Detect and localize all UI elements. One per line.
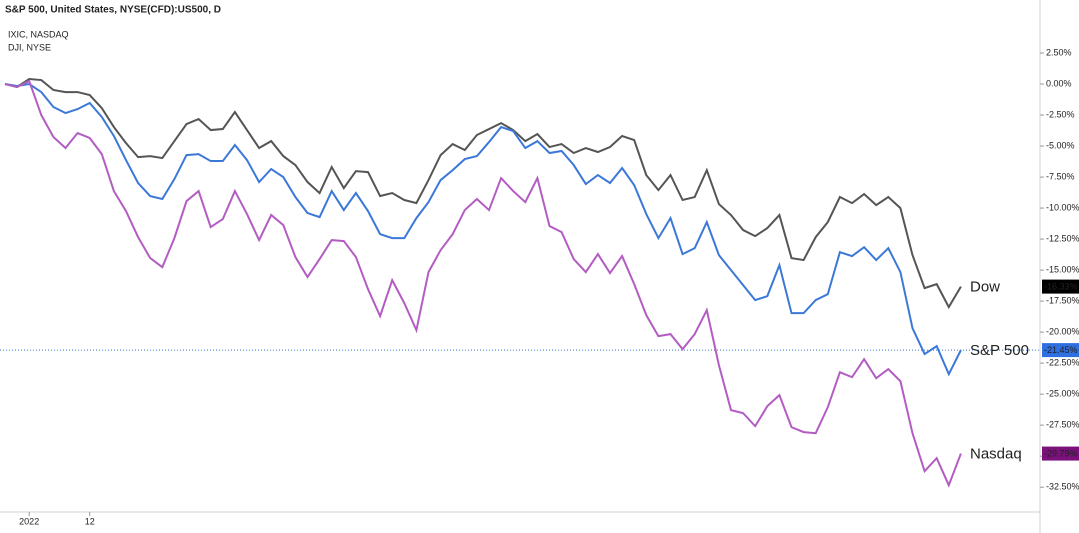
y-tick-label: -2.50% bbox=[1046, 109, 1075, 119]
y-tick-label: -32.50% bbox=[1046, 482, 1079, 492]
y-tick-label: -22.50% bbox=[1046, 358, 1079, 368]
y-tick-label: -17.50% bbox=[1046, 295, 1079, 305]
series-annotation: Nasdaq bbox=[970, 446, 1022, 463]
x-tick-label: 12 bbox=[85, 516, 95, 526]
y-tick-label: -7.50% bbox=[1046, 171, 1075, 181]
series-line bbox=[4, 79, 962, 488]
y-tick-label: -20.00% bbox=[1046, 327, 1079, 337]
y-tick-label: -10.00% bbox=[1046, 202, 1079, 212]
series-line bbox=[4, 82, 962, 377]
y-tick-label: -25.00% bbox=[1046, 389, 1079, 399]
price-tag bbox=[1042, 279, 1079, 294]
series-annotation: Dow bbox=[970, 279, 1000, 296]
y-tick-label: 2.50% bbox=[1046, 47, 1072, 57]
y-tick-label: 0.00% bbox=[1046, 78, 1072, 88]
series-line bbox=[4, 78, 962, 310]
y-tick-label: -5.00% bbox=[1046, 140, 1075, 150]
x-tick-label: 2022 bbox=[19, 516, 39, 526]
price-tag bbox=[1042, 343, 1079, 358]
y-tick-label: -27.50% bbox=[1046, 420, 1079, 430]
y-tick-label: -12.50% bbox=[1046, 233, 1079, 243]
price-tag-label: -21.45% bbox=[1044, 345, 1078, 355]
chart-title: S&P 500, United States, NYSE(CFD):US500,… bbox=[5, 5, 221, 16]
price-tag bbox=[1042, 446, 1079, 461]
y-tick-label: -15.00% bbox=[1046, 264, 1079, 274]
series-annotation: S&P 500 bbox=[970, 342, 1029, 359]
price-tag-label: -29.79% bbox=[1044, 448, 1078, 458]
subtitle: IXIC, NASDAQ bbox=[8, 29, 69, 39]
subtitle: DJI, NYSE bbox=[8, 42, 51, 52]
price-tag-label: -16.33% bbox=[1044, 281, 1078, 291]
